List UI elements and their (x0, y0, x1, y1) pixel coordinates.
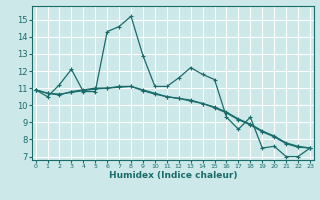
X-axis label: Humidex (Indice chaleur): Humidex (Indice chaleur) (108, 171, 237, 180)
